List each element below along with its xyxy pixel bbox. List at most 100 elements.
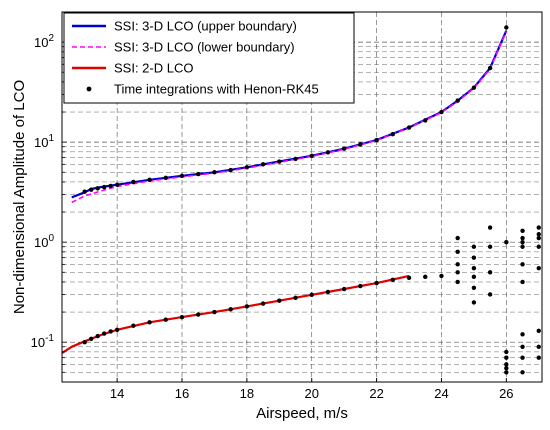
data-point [114, 182, 120, 187]
data-point [212, 309, 217, 315]
data-point [95, 333, 100, 339]
data-point [455, 249, 460, 255]
data-point [88, 336, 94, 342]
data-point [504, 362, 509, 367]
data-point [520, 332, 525, 337]
legend: SSI: 3-D LCO (upper boundary) SSI: 3-D LC… [63, 12, 355, 104]
legend-box [63, 12, 355, 104]
data-point [114, 327, 120, 333]
data-point [455, 262, 460, 267]
data-point [487, 244, 493, 249]
data-point [520, 370, 525, 375]
data-point [309, 153, 314, 159]
data-point [406, 125, 412, 130]
data-point [487, 225, 493, 230]
data-point [244, 304, 250, 309]
y-tick-label: 10-1 [31, 333, 55, 350]
data-point [439, 109, 444, 115]
legend-label: SSI: 3-D LCO (upper boundary) [114, 19, 297, 34]
x-tick-label: 26 [499, 386, 513, 401]
data-point [471, 274, 477, 280]
data-point [455, 235, 460, 241]
data-point [82, 189, 87, 194]
data-point [108, 183, 113, 189]
data-point [101, 184, 107, 190]
data-point [520, 228, 525, 233]
data-point [504, 239, 509, 245]
data-point [504, 355, 509, 360]
data-point [325, 150, 331, 155]
series-group [61, 25, 541, 375]
data-point [536, 355, 541, 360]
legend-label: SSI: 2-D LCO [114, 61, 193, 76]
data-point [406, 275, 412, 281]
x-tick-label: 24 [434, 386, 448, 401]
data-point [147, 177, 152, 183]
plot-frame [61, 11, 543, 383]
data-point [504, 349, 509, 355]
y-tick-label: 101 [34, 133, 54, 150]
data-point [309, 292, 314, 297]
data-point [244, 165, 250, 170]
x-tick-label: 18 [240, 386, 254, 401]
data-point [487, 292, 493, 297]
data-point [423, 274, 428, 280]
data-point [520, 355, 525, 360]
data-point [293, 295, 298, 300]
data-point [423, 118, 428, 123]
data-point [536, 265, 541, 271]
data-point [179, 173, 185, 179]
data-point [131, 179, 136, 185]
data-point [487, 65, 493, 71]
data-point [520, 279, 525, 285]
data-point [504, 25, 509, 30]
data-point [536, 225, 541, 230]
data-point [520, 244, 525, 249]
data-point [487, 270, 493, 275]
data-point [196, 312, 201, 317]
data-point [163, 175, 168, 181]
data-point [390, 132, 396, 137]
x-tick-label: 20 [304, 386, 318, 401]
data-point [455, 98, 460, 103]
data-point [471, 85, 477, 90]
data-point [471, 244, 477, 249]
data-point [95, 186, 100, 191]
data-point [471, 265, 477, 271]
data-point [260, 162, 266, 167]
data-point [471, 255, 477, 260]
data-point [536, 244, 541, 249]
data-point [455, 279, 460, 285]
data-point [277, 159, 282, 164]
data-point [88, 187, 94, 192]
y-tick-label: 100 [34, 233, 54, 250]
data-point [536, 232, 541, 237]
data-point [374, 280, 379, 286]
x-tick-label: 16 [175, 386, 189, 401]
data-point [147, 320, 152, 325]
y-axis-title: Non-dimensional Amplitude of LCO [11, 80, 28, 314]
data-point [325, 289, 331, 295]
data-point [179, 314, 185, 320]
data-point [374, 137, 379, 143]
data-point [212, 170, 217, 175]
x-axis-title: Airspeed, m/s [256, 405, 348, 422]
data-point [131, 323, 136, 328]
data-point [504, 370, 509, 375]
data-point [520, 239, 525, 245]
data-point [439, 273, 444, 279]
legend-label: Time integrations with Henon-RK45 [114, 82, 319, 97]
y-tick-label: 102 [34, 33, 54, 50]
data-point [101, 331, 107, 336]
data-point [455, 270, 460, 275]
data-point [390, 277, 396, 283]
legend-label: SSI: 3-D LCO (lower boundary) [114, 40, 295, 55]
data-point [163, 317, 168, 322]
data-point [358, 283, 363, 289]
data-point [341, 286, 347, 292]
data-point [196, 171, 201, 177]
data-point [520, 235, 525, 241]
data-point [277, 298, 282, 303]
data-point [504, 365, 509, 371]
